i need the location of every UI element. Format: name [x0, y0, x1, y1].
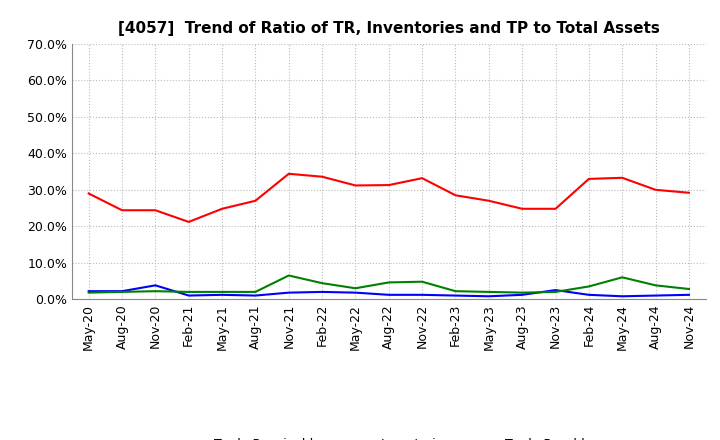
Trade Receivables: [284, 171, 293, 176]
Inventories: [685, 292, 693, 297]
Trade Payables: [284, 273, 293, 278]
Trade Receivables: [84, 191, 93, 196]
Inventories: [652, 293, 660, 298]
Trade Payables: [485, 289, 493, 294]
Inventories: [518, 292, 526, 297]
Trade Receivables: [151, 208, 160, 213]
Trade Payables: [84, 290, 93, 295]
Inventories: [117, 289, 126, 294]
Trade Payables: [184, 289, 193, 294]
Trade Receivables: [318, 174, 326, 180]
Trade Receivables: [585, 176, 593, 182]
Trade Receivables: [251, 198, 260, 203]
Trade Receivables: [384, 183, 393, 188]
Trade Payables: [618, 275, 626, 280]
Title: [4057]  Trend of Ratio of TR, Inventories and TP to Total Assets: [4057] Trend of Ratio of TR, Inventories…: [118, 21, 660, 36]
Inventories: [318, 289, 326, 294]
Trade Receivables: [418, 176, 426, 181]
Trade Receivables: [685, 190, 693, 195]
Trade Payables: [652, 283, 660, 288]
Inventories: [384, 292, 393, 297]
Trade Payables: [585, 284, 593, 289]
Inventories: [217, 292, 226, 297]
Inventories: [251, 293, 260, 298]
Trade Payables: [685, 286, 693, 292]
Trade Payables: [318, 281, 326, 286]
Trade Receivables: [217, 206, 226, 212]
Trade Payables: [351, 286, 360, 291]
Trade Receivables: [652, 187, 660, 192]
Inventories: [284, 290, 293, 295]
Trade Receivables: [184, 219, 193, 224]
Trade Payables: [418, 279, 426, 284]
Inventories: [151, 283, 160, 288]
Trade Receivables: [351, 183, 360, 188]
Trade Receivables: [117, 208, 126, 213]
Inventories: [351, 290, 360, 295]
Trade Payables: [518, 290, 526, 295]
Line: Trade Payables: Trade Payables: [89, 275, 689, 293]
Trade Receivables: [618, 175, 626, 180]
Trade Payables: [552, 289, 560, 294]
Inventories: [485, 293, 493, 299]
Inventories: [585, 292, 593, 297]
Inventories: [552, 287, 560, 293]
Trade Payables: [151, 289, 160, 294]
Line: Trade Receivables: Trade Receivables: [89, 174, 689, 222]
Inventories: [451, 293, 460, 298]
Trade Payables: [117, 289, 126, 294]
Legend: Trade Receivables, Inventories, Trade Payables: Trade Receivables, Inventories, Trade Pa…: [179, 438, 599, 440]
Trade Receivables: [518, 206, 526, 212]
Line: Inventories: Inventories: [89, 286, 689, 296]
Inventories: [184, 293, 193, 298]
Inventories: [84, 289, 93, 294]
Inventories: [618, 293, 626, 299]
Trade Payables: [451, 289, 460, 294]
Trade Receivables: [485, 198, 493, 203]
Inventories: [418, 292, 426, 297]
Trade Payables: [384, 280, 393, 285]
Trade Receivables: [451, 193, 460, 198]
Trade Payables: [217, 289, 226, 294]
Trade Receivables: [552, 206, 560, 212]
Trade Payables: [251, 289, 260, 294]
